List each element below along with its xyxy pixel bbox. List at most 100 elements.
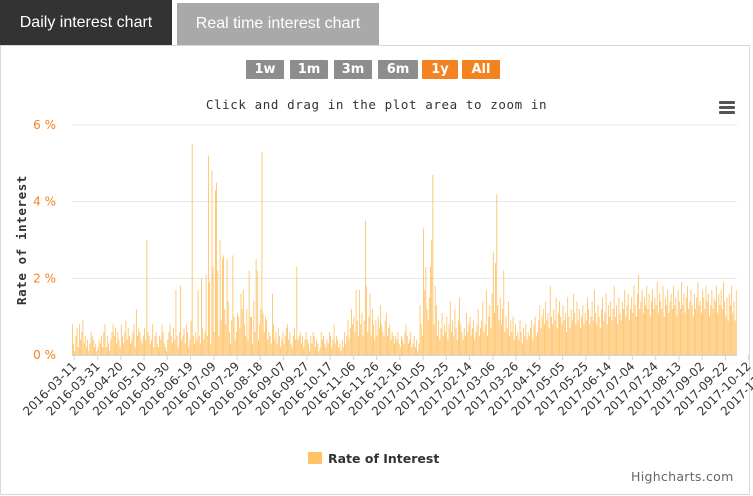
bar [609, 316, 610, 355]
bar [383, 335, 385, 355]
bar [170, 335, 172, 355]
bar [455, 328, 457, 355]
bar [416, 339, 417, 355]
bar [290, 343, 292, 355]
bar [618, 297, 620, 355]
range-button-6m[interactable]: 6m [378, 60, 418, 79]
bar [681, 282, 683, 355]
bar [535, 335, 537, 355]
bar [585, 320, 587, 355]
bar [574, 312, 576, 355]
hamburger-menu-icon[interactable] [719, 101, 735, 114]
bar [419, 305, 421, 355]
bar [584, 312, 586, 355]
bar [363, 320, 365, 355]
bar [239, 328, 241, 355]
bar [414, 347, 416, 355]
bar [566, 332, 567, 355]
bar [391, 332, 393, 355]
bar [567, 297, 569, 355]
bar [430, 266, 431, 355]
bar [634, 305, 636, 355]
bar [309, 351, 311, 355]
bar [368, 316, 370, 355]
tab-real-time-interest[interactable]: Real time interest chart [177, 3, 379, 45]
bar [546, 320, 548, 355]
bar [189, 339, 191, 355]
bar [127, 328, 129, 355]
bar [583, 324, 585, 355]
bar [544, 324, 545, 355]
legend-item[interactable]: Rate of Interest [308, 451, 439, 467]
bar [233, 316, 235, 355]
bar [125, 320, 127, 355]
bar [259, 324, 261, 355]
bar [678, 301, 680, 355]
bar [198, 335, 200, 355]
tab-daily-interest[interactable]: Daily interest chart [0, 0, 172, 45]
bar [99, 343, 101, 355]
bar [94, 347, 95, 355]
bar [352, 324, 354, 355]
bar [306, 339, 308, 355]
bar [384, 320, 386, 355]
bar [176, 335, 178, 355]
bar [120, 324, 122, 355]
bar [277, 328, 279, 355]
bar [347, 320, 349, 355]
bar [666, 305, 667, 355]
bar [268, 332, 270, 355]
range-button-all[interactable]: All [462, 60, 500, 79]
credits-link[interactable]: Highcharts.com [631, 469, 734, 484]
bar [466, 312, 467, 355]
bar [630, 309, 631, 355]
bar [553, 309, 555, 355]
bar [180, 286, 181, 355]
bar [181, 339, 183, 355]
range-button-3m[interactable]: 3m [334, 60, 372, 79]
bar [718, 293, 720, 355]
bar [78, 324, 80, 355]
bar [495, 263, 497, 355]
bar [463, 328, 465, 355]
bar [461, 332, 463, 355]
bar [128, 335, 130, 355]
bar [219, 240, 221, 355]
bar [420, 324, 422, 355]
bar [720, 289, 722, 355]
range-button-1m[interactable]: 1m [290, 60, 328, 79]
bar [165, 347, 166, 355]
bar [685, 297, 687, 355]
bar [500, 324, 502, 355]
bar [507, 301, 509, 355]
range-button-1y[interactable]: 1y [422, 60, 458, 79]
bar [75, 335, 77, 355]
bar [264, 316, 266, 355]
bar [373, 324, 374, 355]
bar [134, 347, 136, 355]
bar [488, 316, 490, 355]
bar [449, 301, 451, 355]
bar [291, 347, 293, 355]
bar [728, 293, 730, 355]
bar [337, 339, 338, 355]
bar [724, 301, 726, 355]
bar [231, 320, 233, 355]
bar [425, 266, 427, 355]
bar [160, 339, 162, 355]
bar [457, 320, 459, 355]
bar [381, 324, 383, 355]
bar [354, 332, 356, 355]
bar [662, 286, 664, 355]
bar [177, 347, 179, 355]
bar [516, 335, 517, 355]
bar [230, 343, 231, 355]
bar [139, 332, 141, 355]
bar [561, 324, 563, 355]
range-button-1w[interactable]: 1w [246, 60, 284, 79]
bar [284, 335, 286, 355]
bar [156, 343, 158, 355]
bar [109, 351, 111, 355]
bar [310, 335, 312, 355]
